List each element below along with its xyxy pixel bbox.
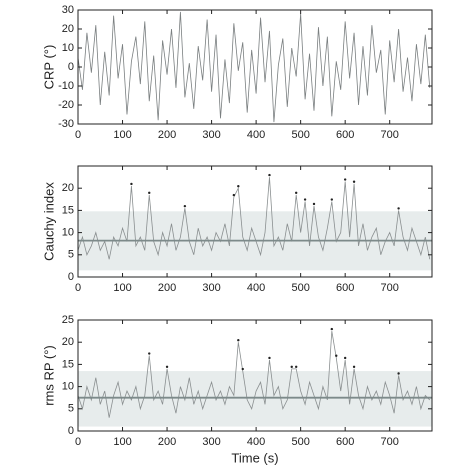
x-tick-label: 600 <box>336 282 354 294</box>
peak-marker <box>330 327 334 331</box>
peak-marker <box>148 352 151 355</box>
peak-marker <box>130 182 133 186</box>
y-axis-label: rms RP (°) <box>41 345 56 406</box>
y-tick-label: 0 <box>68 61 74 73</box>
y-tick-label: 15 <box>62 358 74 370</box>
y-axis-label: Cauchy index <box>41 182 56 261</box>
peak-marker <box>335 354 338 357</box>
x-tick-label: 300 <box>202 436 220 448</box>
y-axis-label: CRP (°) <box>41 45 56 90</box>
x-tick-label: 600 <box>336 129 354 141</box>
x-tick-label: 200 <box>158 282 176 294</box>
x-tick-label: 400 <box>247 129 265 141</box>
x-tick-label: 0 <box>75 436 81 448</box>
peak-marker <box>343 178 347 181</box>
x-tick-label: 100 <box>113 282 131 294</box>
x-tick-label: 200 <box>158 129 176 141</box>
x-tick-label: 400 <box>247 436 265 448</box>
x-tick-label: 0 <box>75 129 81 141</box>
peak-marker <box>352 180 356 183</box>
peak-marker <box>397 372 400 375</box>
peak-marker <box>397 207 400 210</box>
y-tick-label: 5 <box>68 249 74 261</box>
peak-marker <box>268 173 271 177</box>
peak-marker <box>268 356 271 360</box>
peak-marker <box>303 198 307 201</box>
peak-marker <box>237 339 240 342</box>
x-tick-label: 0 <box>75 282 81 294</box>
peak-marker <box>237 185 240 188</box>
y-tick-label: -20 <box>58 99 74 111</box>
x-tick-label: 600 <box>336 436 354 448</box>
peak-marker <box>330 198 334 201</box>
y-tick-label: -10 <box>58 80 74 92</box>
y-tick-label: 10 <box>62 381 74 393</box>
plot-frame <box>77 165 433 278</box>
signal-line <box>77 11 431 123</box>
y-tick-label: 20 <box>62 336 74 348</box>
peak-marker <box>183 204 187 208</box>
peak-marker <box>232 193 236 197</box>
y-tick-label: 0 <box>68 425 74 437</box>
x-tick-label: 100 <box>113 129 131 141</box>
y-tick-label: 25 <box>62 314 74 326</box>
y-tick-label: 30 <box>62 4 74 16</box>
x-tick-label: 300 <box>202 129 220 141</box>
x-tick-label: 200 <box>158 436 176 448</box>
x-tick-label: 300 <box>202 282 220 294</box>
peak-marker <box>312 202 316 206</box>
peak-marker <box>352 365 356 369</box>
x-tick-label: 700 <box>381 129 399 141</box>
range-band <box>78 371 432 427</box>
peak-marker <box>294 191 298 195</box>
y-tick-label: 15 <box>62 204 74 216</box>
x-tick-label: 500 <box>291 129 309 141</box>
signal-line <box>77 177 431 260</box>
peak-marker <box>294 365 298 369</box>
y-tick-label: -30 <box>58 118 74 130</box>
peak-marker <box>148 191 151 195</box>
x-tick-label: 700 <box>381 436 399 448</box>
y-tick-label: 20 <box>62 182 74 194</box>
y-tick-label: 10 <box>62 42 74 54</box>
x-tick-label: 700 <box>381 282 399 294</box>
x-axis-label: Time (s) <box>231 450 278 465</box>
x-tick-label: 500 <box>291 282 309 294</box>
y-tick-label: 5 <box>68 403 74 415</box>
peak-marker <box>165 365 169 369</box>
plot-frame <box>77 319 433 432</box>
y-tick-label: 20 <box>62 23 74 35</box>
x-tick-label: 100 <box>113 436 131 448</box>
x-tick-label: 400 <box>247 282 265 294</box>
x-tick-label: 500 <box>291 436 309 448</box>
y-tick-label: 0 <box>68 271 74 283</box>
peak-marker <box>290 365 293 369</box>
peak-marker <box>343 356 347 360</box>
peak-marker <box>241 367 244 371</box>
y-tick-label: 10 <box>62 227 74 239</box>
